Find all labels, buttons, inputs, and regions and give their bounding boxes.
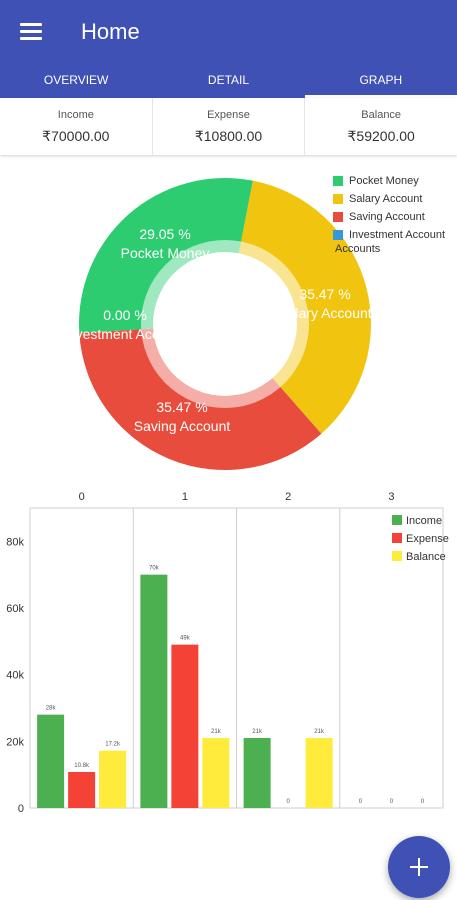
legend-item: Saving Account	[333, 208, 445, 226]
bar-value-label: 0	[390, 799, 394, 805]
balance-value: ₹59200.00	[347, 128, 415, 144]
legend-swatch	[392, 515, 402, 525]
bar-income[interactable]	[140, 574, 168, 808]
bar-income[interactable]	[37, 714, 65, 808]
y-tick-label: 0	[18, 803, 24, 815]
balance-summary: Balance ₹59200.00	[305, 98, 457, 155]
donut-value-label: 0.00 %	[103, 307, 147, 323]
bar-income[interactable]	[243, 738, 271, 808]
page-title: Home	[81, 19, 140, 44]
menu-icon[interactable]	[18, 18, 46, 46]
app-bar: Home OVERVIEW DETAIL GRAPH	[0, 0, 457, 98]
legend-label: Salary Account	[349, 193, 423, 205]
legend-overflow-text: Accounts	[335, 243, 381, 255]
donut-slice-label: Investment Account	[64, 326, 186, 342]
bar-value-label: 17.2k	[105, 742, 121, 748]
bar-value-label: 49k	[180, 636, 191, 642]
donut-value-label: 35.47 %	[299, 286, 350, 302]
y-tick-label: 60k	[6, 603, 24, 615]
income-label: Income	[57, 109, 94, 121]
legend-label: Balance	[406, 551, 446, 563]
bar-svg: 0 1 2 3 0 20k 40k 60k 80k 28k 10.8k 17.2k 70k 49k 21k 2…	[6, 491, 449, 815]
donut-value-label: 35.47 %	[156, 399, 207, 415]
legend-item: Salary Account	[333, 190, 445, 208]
legend-label: Expense	[406, 533, 449, 545]
bar-value-label: 0	[286, 799, 290, 805]
bar-value-label: 0	[359, 799, 363, 805]
donut-slice-label: Saving Account	[134, 418, 231, 434]
donut-svg: 29.05 % Pocket Money 35.47 % Salary Account…	[64, 178, 372, 470]
legend-item: Investment Account	[333, 226, 445, 244]
tab-detail[interactable]: DETAIL	[207, 73, 250, 87]
donut-hole-ring	[141, 240, 309, 408]
bar-value-label: 28k	[46, 706, 57, 712]
bar-balance[interactable]	[99, 750, 127, 808]
legend-item: Pocket Money	[333, 172, 445, 190]
donut-slice-label: Pocket Money	[121, 245, 210, 261]
balance-label: Balance	[361, 109, 402, 121]
legend-swatch	[333, 176, 343, 186]
bar-value-label: 0	[421, 799, 425, 805]
donut-slice[interactable]	[79, 178, 253, 334]
bar-value-label: 10.8k	[74, 763, 90, 769]
y-tick-label: 20k	[6, 736, 24, 748]
bar-value-label: 21k	[314, 729, 325, 735]
y-tick-label: 80k	[6, 536, 24, 548]
bar-balance[interactable]	[202, 738, 230, 808]
income-value: ₹70000.00	[42, 128, 110, 144]
legend-label: Income	[406, 515, 442, 527]
tab-graph[interactable]: GRAPH	[304, 62, 457, 98]
bar-balance[interactable]	[305, 738, 333, 808]
donut-legend: Pocket Money Salary Account Saving Accou…	[333, 172, 445, 244]
expense-summary: Expense ₹10800.00	[153, 98, 306, 155]
x-tick-label: 0	[79, 491, 85, 503]
legend-label: Saving Account	[349, 211, 425, 223]
summary-bar: Income ₹70000.00 Expense ₹10800.00 Balan…	[0, 98, 457, 155]
legend-label: Investment Account	[349, 229, 445, 241]
donut-slice-label: Salary Account	[278, 305, 371, 321]
donut-hole	[157, 256, 293, 392]
income-summary: Income ₹70000.00	[0, 98, 153, 155]
bar-value-label: 21k	[211, 729, 222, 735]
add-button[interactable]	[388, 836, 450, 898]
legend-label: Pocket Money	[349, 175, 419, 187]
legend-swatch	[392, 551, 402, 561]
expense-label: Expense	[207, 109, 250, 121]
bar-expense[interactable]	[68, 772, 96, 808]
x-tick-label: 2	[285, 491, 291, 503]
tab-bar: OVERVIEW DETAIL GRAPH	[0, 62, 457, 98]
bar-value-label: 70k	[149, 566, 160, 572]
x-tick-label: 1	[182, 491, 188, 503]
y-tick-label: 40k	[6, 670, 24, 682]
expense-value: ₹10800.00	[194, 128, 263, 144]
donut-value-label: 29.05 %	[139, 226, 190, 242]
legend-swatch	[333, 212, 343, 222]
tab-overview[interactable]: OVERVIEW	[43, 73, 109, 87]
donut-chart[interactable]: 29.05 % Pocket Money 35.47 % Salary Account…	[0, 165, 457, 485]
bar-value-label: 21k	[252, 729, 263, 735]
legend-swatch	[392, 533, 402, 543]
bar-expense[interactable]	[171, 644, 199, 808]
x-tick-label: 3	[388, 491, 394, 503]
legend-swatch	[333, 194, 343, 204]
bar-chart[interactable]: 0 1 2 3 0 20k 40k 60k 80k 28k 10.8k 17.2k 70k 49k 21k 2…	[0, 485, 457, 820]
legend-swatch	[333, 230, 343, 240]
